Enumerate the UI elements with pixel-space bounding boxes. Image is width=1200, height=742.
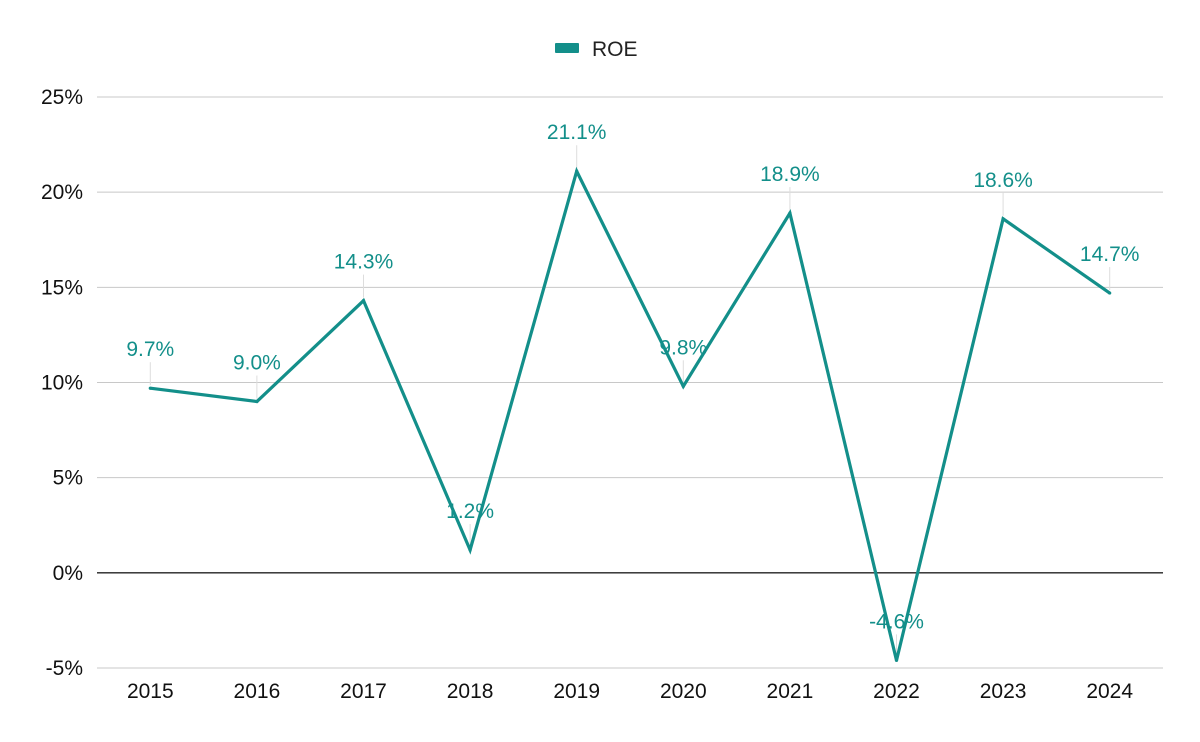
data-label: 18.6% xyxy=(973,169,1033,192)
data-point xyxy=(575,169,579,173)
data-label-leaders xyxy=(149,145,1111,658)
data-label: 9.8% xyxy=(659,336,707,359)
y-tick-label: 5% xyxy=(53,467,83,490)
data-point xyxy=(148,386,152,390)
y-tick-label: 0% xyxy=(53,562,83,585)
data-label: 1.2% xyxy=(446,500,494,523)
data-point xyxy=(361,299,366,303)
legend-label-roe: ROE xyxy=(592,38,638,61)
x-axis: 2015 2016 2017 2018 2019 2020 2021 2022 2023 2024 xyxy=(127,680,1133,703)
legend-swatch-roe xyxy=(555,43,579,53)
x-tick-label: 2021 xyxy=(767,680,814,703)
x-tick-label: 2015 xyxy=(127,680,174,703)
y-tick-label: 15% xyxy=(41,276,83,299)
data-label: 21.1% xyxy=(547,121,607,144)
y-tick-label: 25% xyxy=(41,86,83,109)
x-tick-label: 2017 xyxy=(340,680,387,703)
x-tick-label: 2022 xyxy=(873,680,920,703)
x-tick-label: 2023 xyxy=(980,680,1027,703)
x-tick-label: 2018 xyxy=(447,680,494,703)
x-tick-label: 2016 xyxy=(234,680,281,703)
data-point xyxy=(681,384,685,388)
data-point xyxy=(468,548,472,552)
data-point xyxy=(255,399,259,404)
data-labels: 9.7% 9.0% 14.3% 1.2% 21.1% 9.8% 18.9% -4.6% 18.6… xyxy=(126,121,1139,633)
grid-lines xyxy=(97,96,1163,669)
data-point xyxy=(894,658,899,662)
series-line-roe xyxy=(150,166,1111,661)
data-label: 14.3% xyxy=(334,251,394,274)
data-label: 14.7% xyxy=(1080,243,1140,266)
x-tick-label: 2020 xyxy=(660,680,707,703)
x-tick-label: 2019 xyxy=(553,680,600,703)
y-tick-label: -5% xyxy=(46,657,83,680)
data-label: -4.6% xyxy=(869,610,924,633)
data-label: 9.7% xyxy=(126,338,174,361)
data-point xyxy=(788,211,792,215)
y-axis: 25% 20% 15% 10% 5% 0% -5% xyxy=(41,86,83,680)
y-tick-label: 10% xyxy=(41,372,83,395)
series-roe xyxy=(148,166,1112,662)
data-label: 18.9% xyxy=(760,163,820,186)
data-point xyxy=(1108,291,1112,295)
x-tick-label: 2024 xyxy=(1086,680,1133,703)
y-tick-label: 20% xyxy=(41,181,83,204)
data-point xyxy=(1001,217,1005,221)
legend: ROE xyxy=(555,38,638,61)
data-label: 9.0% xyxy=(233,352,281,375)
